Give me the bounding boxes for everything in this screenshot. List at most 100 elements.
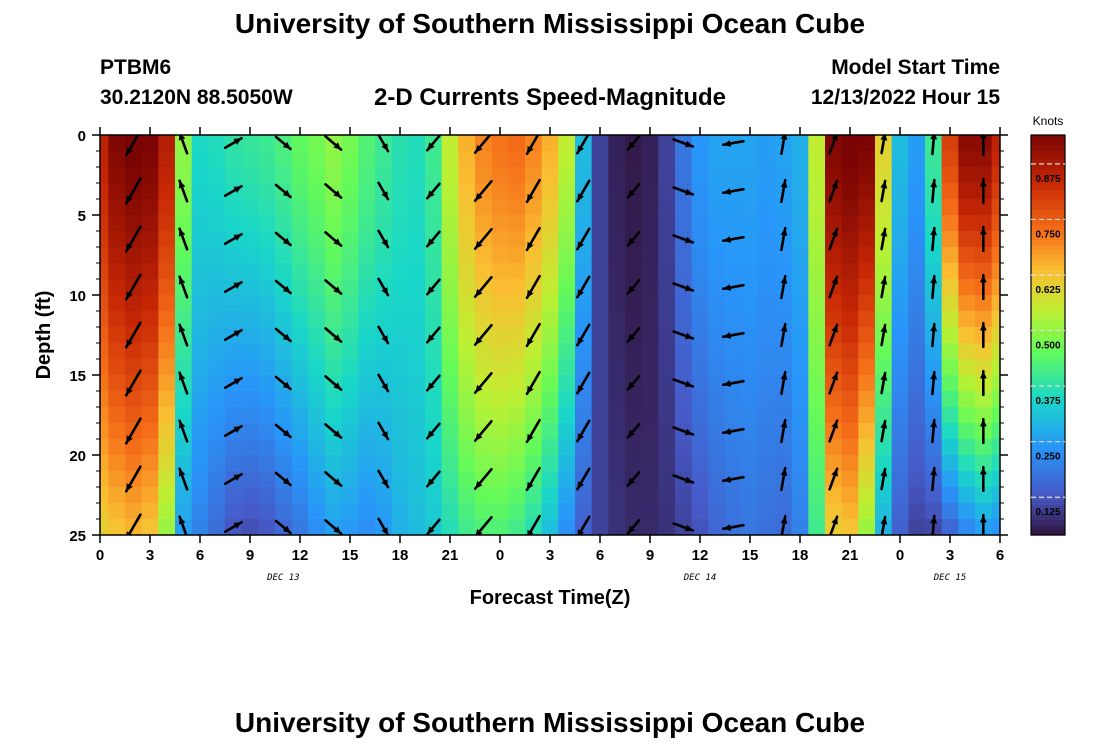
heatmap-cell: [741, 311, 759, 328]
heatmap-cell: [491, 503, 509, 520]
heatmap-cell: [125, 439, 143, 456]
heatmap-cell: [841, 423, 859, 440]
heatmap-cell: [558, 247, 576, 264]
heatmap-cell: [175, 167, 193, 184]
heatmap-cell: [641, 407, 659, 424]
heatmap-cell: [691, 471, 709, 488]
heatmap-cell: [625, 247, 643, 264]
heatmap-cell: [208, 343, 226, 360]
current-vector-arrow: [473, 180, 493, 202]
heatmap-cell: [725, 167, 743, 184]
heatmap-cell: [525, 439, 543, 456]
current-vector-arrow: [979, 369, 987, 397]
heatmap-cell: [675, 391, 693, 408]
heatmap-cell: [558, 487, 576, 504]
heatmap-cell: [858, 471, 876, 488]
heatmap-cell: [941, 327, 959, 344]
heatmap-cell: [308, 487, 326, 504]
heatmap-cell: [958, 407, 976, 424]
x-tick-label: 21: [842, 547, 859, 564]
heatmap-cell: [908, 327, 926, 344]
heatmap-cell: [491, 519, 509, 535]
heatmap-cell: [325, 487, 343, 504]
heatmap-cell: [808, 391, 826, 408]
heatmap-cell: [958, 199, 976, 216]
heatmap-cell: [791, 215, 809, 232]
current-vector-arrow: [829, 515, 839, 535]
heatmap-cell: [691, 215, 709, 232]
heatmap-cell: [641, 487, 659, 504]
current-vector-arrow: [525, 322, 541, 348]
heatmap-cell: [608, 423, 626, 440]
current-vector-arrow: [721, 331, 745, 339]
heatmap-cell: [391, 279, 409, 296]
heatmap-cell: [258, 199, 276, 216]
heatmap-cell: [141, 247, 159, 264]
heatmap-cell: [591, 151, 609, 168]
heatmap-cell: [191, 503, 209, 520]
x-axis-title: Forecast Time(Z): [470, 587, 631, 609]
heatmap-cell: [475, 503, 493, 520]
heatmap-cell: [108, 471, 126, 488]
heatmap-cell: [691, 375, 709, 392]
heatmap-cell: [258, 151, 276, 168]
heatmap-cell: [100, 439, 109, 456]
heatmap-cell: [708, 503, 726, 520]
heatmap-cell: [725, 359, 743, 376]
heatmap-cell: [841, 359, 859, 376]
heatmap-cell: [275, 391, 293, 408]
heatmap-cell: [100, 455, 109, 472]
heatmap-cell: [825, 263, 843, 280]
heatmap-cell: [658, 279, 676, 296]
heatmap-cell: [141, 215, 159, 232]
plot-subtitle: 2-D Currents Speed-Magnitude: [373, 84, 727, 111]
heatmap-cell: [941, 183, 959, 200]
heatmap-cell: [258, 455, 276, 472]
heatmap-cell: [575, 295, 593, 312]
heatmap-cell: [641, 311, 659, 328]
heatmap-cell: [958, 391, 976, 408]
heatmap-cell: [291, 263, 309, 280]
heatmap-cell: [191, 487, 209, 504]
current-vector-arrow: [274, 375, 292, 391]
heatmap-cell: [100, 167, 109, 184]
heatmap-cell: [475, 391, 493, 408]
heatmap-cell: [458, 231, 476, 248]
heatmap-cell: [175, 151, 193, 168]
heatmap-cell: [958, 359, 976, 376]
heatmap-cell: [958, 295, 976, 312]
heatmap-cell: [808, 151, 826, 168]
heatmap-cell: [108, 183, 126, 200]
heatmap-cell: [425, 343, 443, 360]
heatmap-cell: [475, 151, 493, 168]
heatmap-cell: [808, 135, 826, 152]
heatmap-cell: [225, 199, 243, 216]
heatmap-cell: [441, 519, 459, 535]
heatmap-cell: [658, 295, 676, 312]
heatmap-cell: [441, 215, 459, 232]
heatmap-cell: [908, 167, 926, 184]
heatmap-cell: [191, 375, 209, 392]
heatmap-cell: [658, 471, 676, 488]
heatmap-cell: [558, 359, 576, 376]
heatmap-cell: [408, 263, 426, 280]
current-vector-arrow: [721, 379, 745, 387]
heatmap-cell: [608, 199, 626, 216]
heatmap-cell: [908, 407, 926, 424]
heatmap-cell: [175, 199, 193, 216]
heatmap-cell: [541, 279, 559, 296]
heatmap-cell: [825, 311, 843, 328]
heatmap-cell: [208, 231, 226, 248]
heatmap-cell: [941, 247, 959, 264]
current-vector-arrow: [425, 135, 441, 152]
current-vector-arrow: [721, 475, 745, 483]
heatmap-cell: [541, 343, 559, 360]
colorbar-tick-label: 0.250: [1035, 452, 1060, 463]
heatmap-cell: [858, 183, 876, 200]
heatmap-cell: [141, 519, 159, 535]
heatmap-cell: [258, 487, 276, 504]
current-vector-arrow: [577, 515, 591, 535]
heatmap-cell: [125, 503, 143, 520]
heatmap-cell: [891, 199, 909, 216]
heatmap-cell: [441, 359, 459, 376]
